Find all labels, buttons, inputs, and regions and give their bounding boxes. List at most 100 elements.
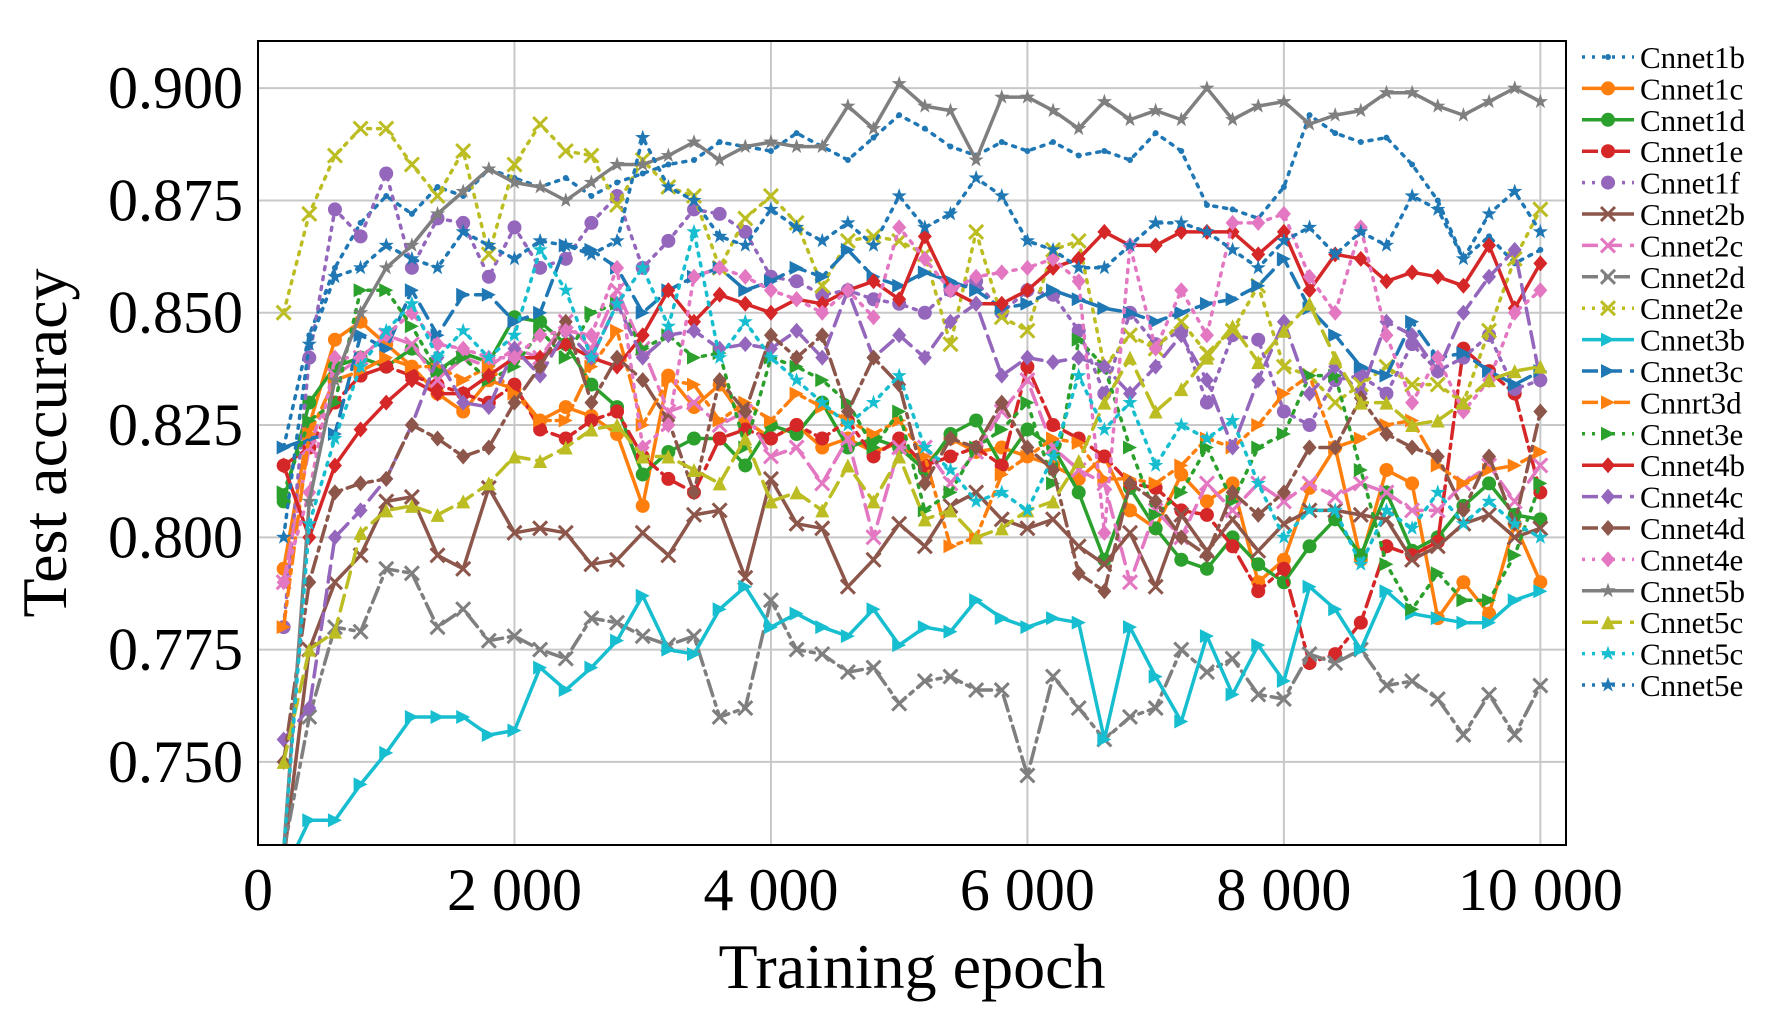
data-point: [1404, 376, 1421, 393]
data-point: [917, 250, 932, 267]
data-point: [763, 413, 778, 428]
data-point: [1250, 98, 1266, 113]
data-point: [558, 251, 573, 266]
series-line-cnnet1f: [281, 171, 1543, 629]
data-point: [353, 229, 368, 244]
data-point: [896, 112, 903, 119]
data-point: [1174, 458, 1189, 473]
data-point: [1174, 714, 1189, 729]
data-point: [1456, 575, 1471, 590]
data-point: [687, 377, 701, 392]
data-point: [1071, 349, 1086, 366]
legend-marker: [1601, 551, 1615, 568]
data-point: [456, 404, 471, 419]
data-point: [891, 439, 908, 456]
data-point: [1378, 484, 1395, 501]
data-point: [610, 349, 625, 366]
legend-item-cnnet3b: Cnnet3b: [1582, 323, 1745, 358]
data-point: [738, 283, 753, 298]
data-point: [943, 539, 958, 554]
data-point: [712, 372, 727, 389]
data-point: [1229, 206, 1236, 213]
data-point: [712, 152, 728, 167]
data-point: [1328, 328, 1343, 343]
data-point: [1097, 395, 1112, 410]
data-point: [737, 313, 753, 329]
data-point: [687, 313, 701, 330]
data-point: [942, 205, 959, 221]
data-point: [891, 515, 908, 532]
data-point: [1482, 593, 1497, 608]
data-point: [353, 525, 368, 540]
data-point: [327, 268, 343, 284]
data-point: [610, 323, 625, 338]
data-point: [711, 708, 728, 726]
data-point: [815, 431, 830, 446]
data-point: [301, 515, 317, 531]
data-point: [1404, 188, 1420, 203]
data-point: [1533, 403, 1548, 420]
data-point: [558, 336, 573, 353]
data-point: [994, 295, 1009, 312]
data-point: [456, 287, 471, 302]
data-point: [583, 610, 600, 627]
data-point: [1276, 529, 1292, 544]
data-point: [558, 350, 573, 365]
data-point: [455, 183, 471, 198]
data-point: [665, 161, 672, 168]
data-point: [815, 349, 830, 366]
data-point: [1302, 418, 1317, 433]
legend-marker: [1601, 81, 1615, 96]
data-point: [1122, 394, 1138, 409]
legend-label: Cnnet1d: [1640, 103, 1746, 138]
data-point: [762, 448, 780, 465]
data-point: [892, 278, 907, 293]
data-point: [404, 260, 419, 275]
x-tick-label: 10 000: [1458, 857, 1623, 923]
data-point: [1430, 349, 1445, 366]
data-point: [1456, 476, 1471, 491]
data-point: [1276, 251, 1291, 266]
data-point: [1379, 584, 1394, 599]
data-point: [1127, 157, 1133, 164]
data-point: [712, 286, 727, 303]
data-point: [1225, 319, 1240, 334]
legend-marker: [1600, 677, 1616, 692]
legend-marker: [1601, 457, 1615, 474]
series-cnnet5c-19: [282, 223, 1548, 845]
data-point: [1405, 394, 1420, 411]
data-point: [1404, 502, 1421, 519]
data-point: [1353, 615, 1368, 630]
data-point: [1071, 250, 1086, 267]
data-point: [1046, 476, 1061, 491]
data-point: [1378, 237, 1395, 252]
legend-label: Cnnet4b: [1640, 448, 1745, 483]
data-point: [635, 498, 650, 513]
data-point: [866, 494, 881, 509]
legend-marker: [1599, 205, 1617, 223]
data-point: [1199, 372, 1214, 389]
data-point: [583, 147, 600, 164]
data-point: [763, 494, 778, 509]
data-point: [327, 332, 342, 347]
data-point: [1123, 503, 1137, 518]
data-point: [1456, 277, 1471, 294]
data-point: [1405, 327, 1420, 344]
data-point: [661, 449, 676, 464]
data-point: [968, 223, 985, 240]
data-point: [712, 259, 727, 276]
data-point: [532, 241, 548, 257]
data-point: [1533, 575, 1548, 590]
data-point: [404, 283, 419, 298]
data-point: [840, 98, 856, 113]
data-point: [814, 475, 831, 492]
data-point: [584, 327, 599, 344]
data-point: [1251, 638, 1266, 653]
data-point: [584, 394, 599, 411]
data-point: [1121, 574, 1139, 591]
data-point: [507, 314, 522, 329]
legend-marker: [1601, 112, 1615, 127]
series-line-cnnet5b: [282, 81, 1543, 845]
data-point: [507, 394, 522, 411]
data-point: [1148, 476, 1163, 491]
